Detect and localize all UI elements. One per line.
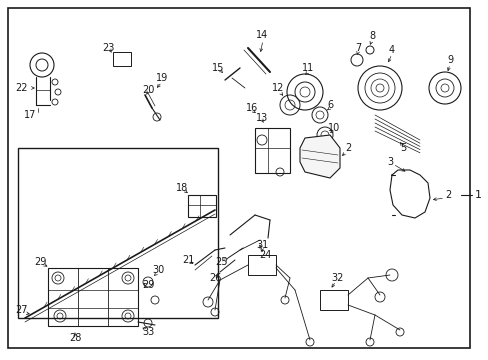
Polygon shape — [299, 135, 339, 178]
Text: 11: 11 — [301, 63, 313, 73]
Text: 30: 30 — [152, 265, 164, 275]
Text: 25: 25 — [215, 257, 228, 267]
Text: 24: 24 — [258, 250, 271, 260]
Text: 19: 19 — [156, 73, 168, 83]
Text: 29: 29 — [34, 257, 46, 267]
Text: 9: 9 — [446, 55, 452, 65]
Text: 12: 12 — [271, 83, 284, 93]
Bar — [113, 52, 131, 66]
Text: 33: 33 — [142, 327, 154, 337]
Text: 1: 1 — [473, 190, 481, 200]
Text: 4: 4 — [388, 45, 394, 55]
Text: 13: 13 — [255, 113, 267, 123]
Text: 32: 32 — [331, 273, 344, 283]
Text: 3: 3 — [386, 157, 392, 167]
Text: 23: 23 — [102, 43, 114, 53]
Text: 2: 2 — [344, 143, 350, 153]
Text: 10: 10 — [327, 123, 340, 133]
Text: 31: 31 — [255, 240, 267, 250]
Text: 28: 28 — [69, 333, 81, 343]
Bar — [254, 128, 289, 173]
Text: 2: 2 — [444, 190, 450, 200]
Text: 8: 8 — [368, 31, 374, 41]
Bar — [48, 268, 138, 326]
Bar — [247, 255, 275, 275]
Text: 29: 29 — [142, 280, 154, 290]
Text: 15: 15 — [211, 63, 224, 73]
Text: 18: 18 — [176, 183, 188, 193]
Text: 26: 26 — [208, 273, 221, 283]
Bar — [18, 148, 218, 318]
Text: 16: 16 — [245, 103, 258, 113]
Text: 17: 17 — [24, 110, 36, 120]
Text: 27: 27 — [16, 305, 28, 315]
Text: 6: 6 — [326, 100, 332, 110]
Text: 20: 20 — [142, 85, 154, 95]
Text: 14: 14 — [255, 30, 267, 40]
Text: 5: 5 — [399, 143, 406, 153]
Bar — [187, 195, 216, 217]
Text: 22: 22 — [16, 83, 28, 93]
Bar — [319, 290, 347, 310]
Text: 21: 21 — [182, 255, 194, 265]
Text: 7: 7 — [354, 43, 360, 53]
